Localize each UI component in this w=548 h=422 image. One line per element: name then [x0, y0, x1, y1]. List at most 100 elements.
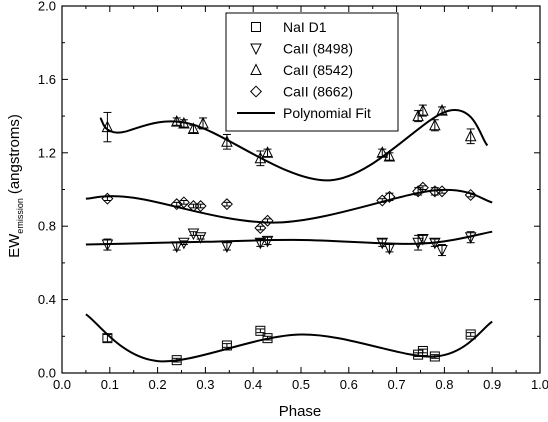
- data-point: [383, 149, 396, 162]
- y-axis-title-main: EW: [6, 233, 23, 258]
- legend-marker: [249, 85, 263, 98]
- data-point-group: [221, 340, 232, 351]
- x-axis-ticks: 0.0 0.1 0.2 0.3 0.4 0.5 0.6 0.7 0.8 0.9 1.0: [53, 6, 548, 392]
- data-point: [417, 345, 428, 356]
- y-tick-label: 0.4: [38, 292, 56, 307]
- data-point: [255, 325, 266, 336]
- data-point-group: [436, 244, 448, 257]
- data-point: [197, 116, 209, 129]
- data-point: [429, 237, 441, 250]
- x-tick-label: 1.0: [531, 377, 548, 392]
- data-point: [464, 188, 477, 202]
- data-point-group: [262, 333, 273, 344]
- x-tick-label: 0.3: [196, 377, 214, 392]
- polynomial-fit-curves: [85, 109, 493, 363]
- data-point-group: [465, 329, 476, 340]
- data-point-group: [171, 355, 182, 366]
- data-point: [170, 241, 183, 254]
- data-point: [262, 333, 273, 344]
- data-point-group: [102, 333, 113, 344]
- x-axis-title: Phase: [279, 403, 322, 420]
- data-point: [221, 241, 233, 254]
- data-point-group: [383, 190, 396, 203]
- legend-label: CaII (8662): [283, 84, 353, 100]
- data-point: [429, 118, 441, 131]
- legend-label: Polynomial Fit: [283, 105, 371, 121]
- data-point: [221, 135, 233, 147]
- data-point-group: [170, 198, 183, 211]
- data-point-group: [187, 122, 200, 134]
- data-point-group: [254, 237, 267, 250]
- data-point-group: [197, 116, 209, 130]
- legend-label: CaII (8498): [283, 41, 353, 57]
- data-point: [170, 198, 183, 211]
- y-axis-title-unit: (angstroms): [6, 114, 23, 194]
- data-point-group: [429, 351, 440, 362]
- fit-curve: [85, 230, 493, 246]
- data-point-group: [417, 103, 429, 117]
- y-tick-label: 0.0: [38, 366, 56, 381]
- x-tick-label: 0.7: [388, 377, 406, 392]
- x-tick-label: 0.1: [101, 377, 119, 392]
- data-point: [436, 103, 448, 116]
- data-point-group: [383, 149, 396, 162]
- data-point-group: [464, 188, 477, 202]
- data-point-group: [436, 185, 449, 198]
- y-tick-label: 0.8: [38, 219, 56, 234]
- data-point-group: [220, 198, 233, 211]
- data-point: [436, 185, 449, 198]
- data-point-group: [178, 237, 190, 250]
- data-point-group: [221, 133, 233, 150]
- data-point: [417, 103, 429, 116]
- data-point-group: [178, 116, 190, 129]
- data-point-group: [221, 241, 233, 254]
- y-axis-title: EWemission (angstroms): [6, 114, 25, 258]
- svg-text:EWemission(angstroms): EWemission (angstroms): [6, 114, 25, 258]
- data-point: [194, 200, 207, 213]
- data-point: [178, 116, 190, 129]
- data-point: [221, 340, 232, 351]
- data-point: [178, 237, 190, 250]
- data-point-group: [436, 103, 448, 116]
- data-point: [383, 190, 396, 203]
- data-points: [101, 103, 477, 366]
- data-point: [254, 237, 267, 250]
- data-point-group: [376, 146, 389, 158]
- data-point: [261, 146, 274, 158]
- data-point-group: [170, 241, 183, 254]
- data-point: [261, 235, 274, 248]
- data-point: [254, 151, 267, 164]
- data-point-group: [376, 194, 389, 207]
- data-point: [101, 239, 114, 252]
- fit-curve: [85, 313, 493, 363]
- data-point: [376, 146, 389, 158]
- data-point-group: [194, 232, 207, 244]
- data-point: [101, 120, 114, 133]
- fit-curve: [85, 188, 493, 224]
- data-point-group: [261, 214, 274, 227]
- x-tick-label: 0.0: [53, 377, 71, 392]
- data-point-group: [101, 238, 114, 252]
- data-point: [376, 237, 389, 250]
- y-tick-label: 1.2: [38, 145, 56, 160]
- legend-box: [225, 12, 399, 132]
- data-point: [261, 214, 274, 227]
- x-tick-label: 0.5: [292, 377, 310, 392]
- data-point-group: [416, 181, 429, 194]
- data-point: [464, 129, 477, 142]
- x-tick-label: 0.4: [244, 377, 262, 392]
- data-point: [465, 329, 476, 340]
- data-point-group: [464, 128, 477, 145]
- data-point: [220, 198, 233, 211]
- data-point: [429, 351, 440, 362]
- data-point: [464, 232, 477, 244]
- x-tick-label: 0.9: [483, 377, 501, 392]
- data-point: [170, 114, 183, 127]
- data-point-group: [254, 150, 267, 167]
- y-axis-title-subscript: emission: [15, 198, 25, 234]
- data-point-group: [417, 345, 428, 356]
- data-point: [417, 234, 429, 246]
- data-point-group: [177, 196, 190, 209]
- data-point-group: [187, 228, 200, 241]
